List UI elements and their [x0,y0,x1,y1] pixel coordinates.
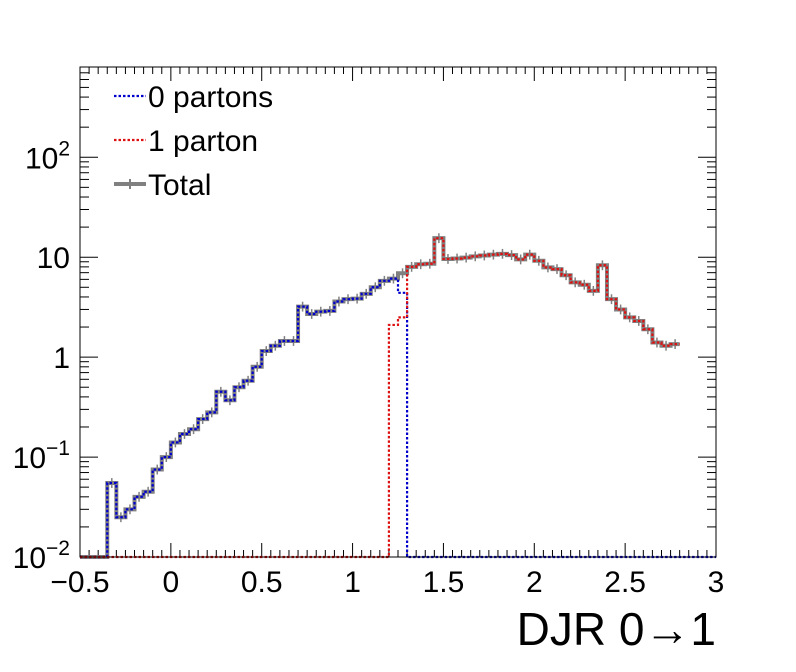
legend-label: 0 partons [148,81,273,114]
x-tick-label: 1.5 [423,566,465,599]
y-tick-base: 10 [25,142,58,175]
y-tick-label: 10 [37,242,70,275]
1-parton-series [80,237,680,559]
x-tick-label: 2.5 [604,566,646,599]
legend-label: 1 parton [148,125,258,158]
x-tick-label: 0.5 [241,566,283,599]
legend-entry-total: Total [114,169,211,202]
plot-frame [79,66,717,558]
1-parton-line [80,237,680,559]
y-tick-label: 1 [53,342,70,375]
x-tick-label: −0.5 [50,566,109,599]
legend: 0 partons 1 parton Total [114,81,273,202]
legend-entry-0-partons: 0 partons [114,81,273,114]
x-tick-label: 3 [708,566,725,599]
x-tick-label: 1 [344,566,361,599]
0-partons-series [80,277,716,559]
y-tick-base: 10 [13,542,46,575]
x-tick-label: 2 [526,566,543,599]
y-tick-base: 1 [53,342,70,375]
0-partons-line [80,277,716,559]
y-tick-exponent: −1 [46,437,70,460]
y-tick-base: 10 [37,242,70,275]
axis-ticks [79,66,717,558]
y-tick-label: 10−1 [13,437,70,475]
x-tick-label: 0 [163,566,180,599]
y-tick-exponent: −2 [46,537,70,560]
y-tick-exponent: 2 [58,137,70,160]
y-tick-label: 10−2 [13,537,70,575]
y-tick-base: 10 [13,442,46,475]
legend-entry-1-parton: 1 parton [114,125,258,158]
y-tick-label: 102 [25,137,70,175]
x-axis-title: DJR 0→1 [517,603,716,655]
series-layer [80,233,716,559]
legend-label: Total [148,169,211,202]
